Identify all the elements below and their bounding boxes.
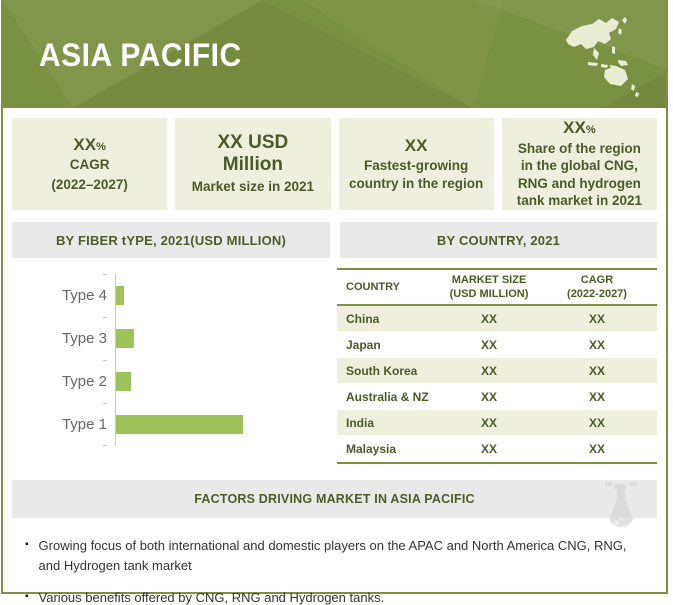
region-header-band: ASIA PACIFIC — [3, 0, 666, 108]
header-texture — [3, 0, 666, 108]
kpi-region-share-value: XX% — [563, 118, 596, 138]
section-title-by-country: BY COUNTRY, 2021 — [340, 222, 657, 258]
factors-bullet-list: ▪ Growing focus of both international an… — [3, 518, 666, 605]
table-row-malaysia: Malaysia XX XX — [337, 436, 657, 462]
kpi-cagr-value: XX% — [73, 134, 106, 154]
factors-title: FACTORS DRIVING MARKET IN ASIA PACIFIC — [194, 492, 475, 506]
kpi-fastest-country-value: XX — [404, 135, 428, 155]
section-title-by-fiber-type: BY FIBER tYPE, 2021(USD MILLION) — [12, 222, 330, 258]
country-table: COUNTRY MARKET SIZE (USD MILLION) CAGR (20… — [337, 268, 657, 464]
table-row-japan: Japan XX XX — [337, 332, 657, 358]
kpi-row: XX% CAGR (2022–2027) XX USD Million Mark… — [12, 118, 657, 210]
y-axis-ticks — [103, 274, 108, 446]
table-body: China XX XX Japan XX XX South Korea XX X… — [337, 306, 657, 464]
bar-chart-plot-area: Type 4 Type 3 Type 2 Type 1 — [12, 274, 327, 454]
col-header-cagr: CAGR (2022-2027) — [567, 273, 627, 300]
chart-row: Type 2 — [12, 360, 327, 403]
kpi-cagr-label: CAGR — [69, 157, 110, 173]
table-row-india: India XX XX — [337, 410, 657, 436]
bar-type-2 — [116, 372, 131, 391]
category-label: Type 2 — [61, 373, 107, 390]
bar-type-4 — [116, 286, 124, 305]
bullet-square-icon: ▪ — [25, 591, 29, 602]
list-item: ▪ Growing focus of both international an… — [25, 536, 630, 575]
kpi-fastest-country-label: Fastest-growing country in the region — [348, 158, 484, 191]
factors-banner: FACTORS DRIVING MARKET IN ASIA PACIFIC — [12, 480, 657, 528]
bullet-square-icon: ▪ — [25, 539, 29, 550]
kpi-cagr: XX% CAGR (2022–2027) — [12, 118, 168, 210]
kpi-market-size: XX USD Million Market size in 2021 — [175, 118, 331, 210]
kpi-market-size-value: XX USD Million — [217, 132, 289, 176]
col-header-country: COUNTRY — [346, 280, 400, 293]
col-header-market-size: MARKET SIZE (USD MILLION) — [449, 273, 529, 300]
category-label: Type 1 — [61, 416, 107, 433]
table-header-row: COUNTRY MARKET SIZE (USD MILLION) CAGR (20… — [337, 270, 657, 306]
asia-pacific-map-icon — [566, 17, 639, 97]
kpi-market-size-label: Market size in 2021 — [191, 179, 315, 195]
page-title: ASIA PACIFIC — [39, 38, 242, 74]
fiber-type-bar-chart: Type 4 Type 3 Type 2 Type 1 — [12, 268, 327, 457]
category-label: Type 4 — [61, 287, 107, 304]
flask-watermark-icon — [605, 482, 637, 528]
category-label: Type 3 — [61, 330, 107, 347]
content-panels: Type 4 Type 3 Type 2 Type 1 — [12, 268, 657, 464]
list-item: ▪ Various benefits offered by CNG, RNG a… — [25, 588, 630, 605]
table-row-australia-nz: Australia & NZ XX XX — [337, 384, 657, 410]
kpi-fastest-country: XX Fastest-growing country in the region — [338, 118, 494, 210]
bar-type-1 — [116, 415, 243, 434]
kpi-region-share-label: Share of the region in the global CNG, R… — [516, 140, 643, 209]
bar-type-3 — [116, 329, 134, 348]
chart-row: Type 1 — [12, 403, 327, 446]
kpi-region-share: XX% Share of the region in the global CN… — [501, 118, 657, 210]
section-header-row: BY FIBER tYPE, 2021(USD MILLION) BY COUN… — [12, 222, 657, 258]
table-row-china: China XX XX — [337, 306, 657, 332]
chart-row: Type 3 — [12, 317, 327, 360]
chart-row: Type 4 — [12, 274, 327, 317]
table-row-south-korea: South Korea XX XX — [337, 358, 657, 384]
kpi-cagr-period: (2022–2027) — [51, 176, 128, 192]
